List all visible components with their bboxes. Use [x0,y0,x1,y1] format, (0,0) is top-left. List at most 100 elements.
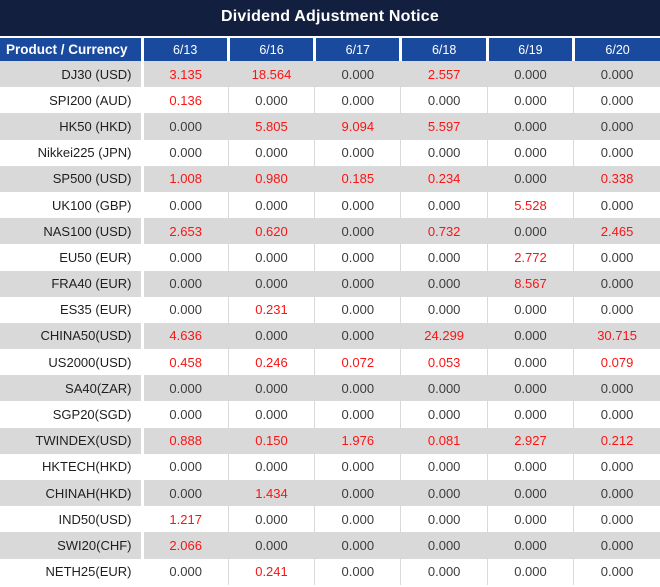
value-cell: 2.465 [573,218,660,245]
value-cell: 0.000 [169,197,202,213]
value-cell: 0.338 [573,165,660,192]
value-cell: 1.217 [169,511,202,527]
value-cell: 0.000 [486,296,574,323]
dividend-table: Product / Currency 6/13 6/16 6/17 6/18 6/19 6… [0,38,660,585]
value-cell: 0.000 [400,87,488,114]
product-cell: NETH25(EUR) [0,558,144,585]
value-cell: 0.000 [573,480,660,507]
value-cell: 0.000 [573,296,660,323]
value-cell: 0.000 [169,118,202,134]
value-cell: 1.434 [227,480,315,507]
product-cell: SA40(ZAR) [0,375,144,402]
table-body: DJ30 (USD) 3.135 18.564 0.000 2.557 0.000 0.00… [0,61,660,585]
value-cell: 0.246 [227,349,315,376]
value-cell: 0.000 [400,296,488,323]
value-cell: 0.000 [400,558,488,585]
table-row: HK50 (HKD) 0.000 5.805 9.094 5.597 0.000 0.000 [0,113,660,140]
value-cell: 0.000 [486,322,574,350]
value-cell: 0.231 [227,296,315,323]
table-row: SGP20(SGD) 0.000 0.000 0.000 0.000 0.000 0.000 [0,401,660,428]
value-cell: 0.000 [227,270,315,297]
value-cell: 0.000 [169,485,202,501]
value-cell: 0.000 [314,191,401,219]
value-cell: 0.000 [314,453,401,480]
value-cell: 0.000 [169,459,202,475]
column-header-date: 6/20 [573,38,660,61]
value-cell: 0.000 [400,506,488,533]
value-cell: 0.000 [169,302,202,318]
value-cell: 0.000 [573,270,660,297]
value-cell: 8.567 [486,270,574,297]
value-cell: 0.000 [573,244,660,271]
column-header-date: 6/19 [487,38,576,61]
product-cell: FRA40 (EUR) [0,270,144,297]
value-cell: 0.000 [314,296,401,323]
value-cell: 0.000 [486,113,574,140]
value-cell: 0.079 [573,349,660,376]
table-row: SP500 (USD) 1.008 0.980 0.185 0.234 0.000 0.33… [0,165,660,192]
value-cell: 0.000 [573,532,660,559]
value-cell: 0.000 [486,480,574,507]
value-cell: 5.528 [486,191,574,219]
value-cell: 0.000 [400,375,488,402]
value-cell: 0.000 [486,558,574,585]
value-cell: 0.000 [314,401,401,428]
product-cell: HK50 (HKD) [0,113,144,140]
value-cell: 0.000 [400,480,488,507]
table-row: SA40(ZAR) 0.000 0.000 0.000 0.000 0.000 0.000 [0,375,660,402]
value-cell: 0.000 [400,191,488,219]
value-cell: 2.653 [169,223,202,239]
value-cell: 0.000 [400,244,488,271]
value-cell: 2.066 [169,537,202,553]
value-cell: 0.000 [573,139,660,166]
value-cell: 0.000 [314,218,401,245]
table-row: SPI200 (AUD) 0.136 0.000 0.000 0.000 0.000 0.0… [0,87,660,114]
table-row: EU50 (EUR) 0.000 0.000 0.000 0.000 2.772 0.000 [0,244,660,271]
value-cell: 0.000 [573,506,660,533]
value-cell: 0.000 [227,139,315,166]
value-cell: 0.000 [573,401,660,428]
value-cell: 0.000 [314,87,401,114]
value-cell: 0.000 [486,165,574,192]
value-cell: 0.000 [314,532,401,559]
value-cell: 0.000 [227,87,315,114]
value-cell: 0.000 [314,506,401,533]
value-cell: 0.000 [573,113,660,140]
product-cell: Nikkei225 (JPN) [0,139,144,166]
value-cell: 2.927 [486,427,574,454]
page-title: Dividend Adjustment Notice [221,8,439,25]
product-cell: SPI200 (AUD) [0,87,144,114]
value-cell: 0.212 [573,427,660,454]
value-cell: 0.000 [400,401,488,428]
value-cell: 0.620 [227,218,315,245]
value-cell: 0.888 [169,433,202,449]
value-cell: 9.094 [314,113,401,140]
value-cell: 0.000 [314,139,401,166]
value-cell: 0.000 [314,244,401,271]
value-cell: 0.458 [169,354,202,370]
value-cell: 0.000 [486,401,574,428]
value-cell: 0.000 [573,87,660,114]
value-cell: 24.299 [400,322,488,350]
value-cell: 2.557 [400,61,488,88]
table-row: NETH25(EUR) 0.000 0.241 0.000 0.000 0.000 0.00… [0,558,660,585]
value-cell: 0.072 [314,349,401,376]
title-bar: Dividend Adjustment Notice [0,0,660,38]
value-cell: 1.976 [314,427,401,454]
value-cell: 0.000 [486,532,574,559]
value-cell: 0.000 [486,349,574,376]
value-cell: 0.000 [169,407,202,423]
value-cell: 0.136 [169,92,202,108]
value-cell: 0.000 [486,453,574,480]
value-cell: 0.000 [573,558,660,585]
value-cell: 0.000 [400,270,488,297]
value-cell: 0.234 [400,165,488,192]
table-row: Nikkei225 (JPN) 0.000 0.000 0.000 0.000 0.000… [0,139,660,166]
value-cell: 0.000 [314,322,401,350]
value-cell: 0.000 [227,322,315,350]
value-cell: 0.000 [486,375,574,402]
column-header-date: 6/16 [228,38,317,61]
value-cell: 0.000 [169,145,202,161]
table-row: CHINAH(HKD) 0.000 1.434 0.000 0.000 0.000 0.00… [0,480,660,507]
table-row: US2000(USD) 0.458 0.246 0.072 0.053 0.000 0.07… [0,349,660,376]
